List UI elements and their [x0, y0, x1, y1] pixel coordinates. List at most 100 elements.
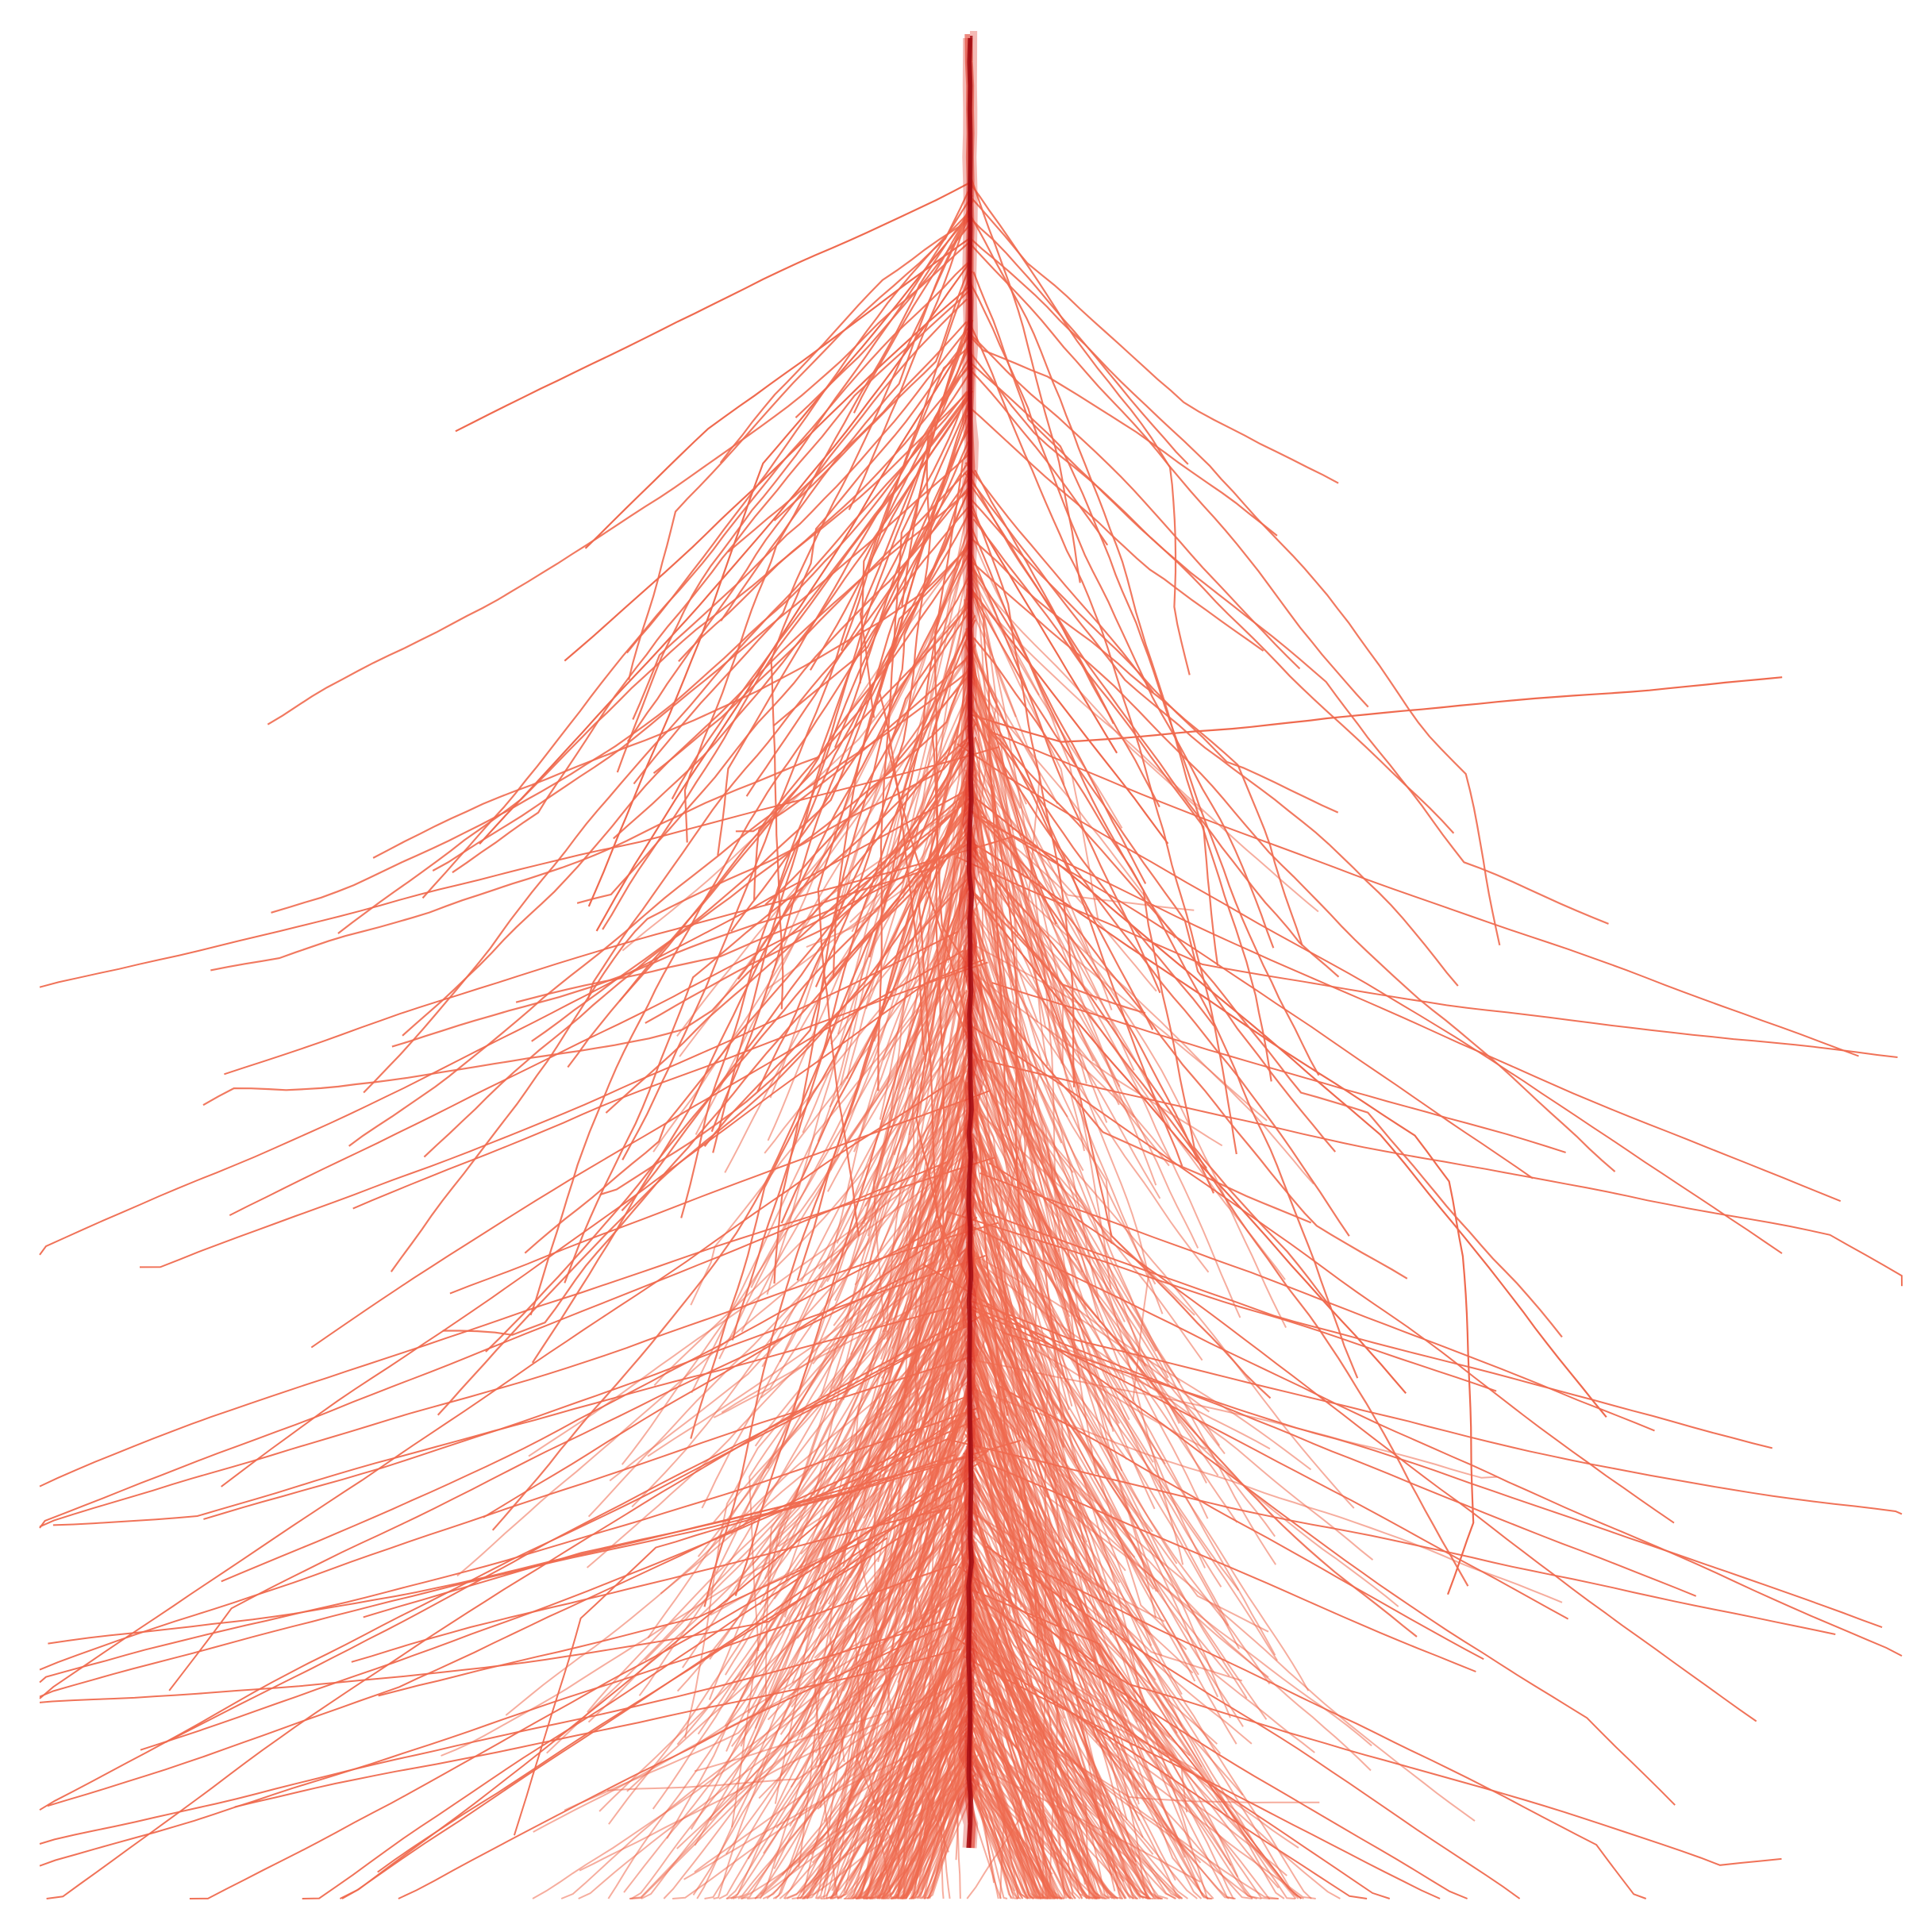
branch-trace [848, 218, 969, 510]
shower-trace [964, 975, 1057, 1280]
shower-trace [892, 1745, 975, 1899]
shower-trace [966, 1783, 1019, 1899]
shower-trace [968, 1775, 1008, 1899]
long-trace [971, 1300, 1903, 1515]
long-trace [39, 1157, 995, 1487]
branch-trace [719, 219, 969, 464]
long-trace [965, 1586, 1303, 1899]
shower-trace [974, 849, 1314, 1185]
shower-trace [972, 839, 1286, 1280]
shower-trace [921, 1782, 973, 1899]
shower-trace [800, 1368, 975, 1555]
long-trace [988, 1162, 1757, 1722]
shower-trace [779, 872, 968, 1363]
shower-trace [795, 970, 971, 1499]
branch-trace [814, 418, 972, 987]
shower-trace [920, 856, 972, 991]
branch-trace [974, 737, 1021, 1222]
shower-trace [967, 1691, 1072, 1899]
shower-trace [760, 1718, 967, 1895]
shower-trace [842, 538, 973, 722]
long-trace [969, 507, 1118, 754]
shower-trace [972, 1356, 1299, 1899]
shower-trace [968, 1709, 1115, 1899]
branch-trace [964, 471, 1459, 987]
branch-trace [529, 506, 969, 1316]
branch-trace [918, 772, 1042, 1420]
branch-trace [969, 844, 1272, 1399]
shower-trace [969, 1424, 1018, 1747]
shower-trace [718, 1520, 968, 1899]
long-trace [39, 746, 1000, 988]
branch-trace [966, 366, 1109, 546]
shower-trace [971, 1307, 1091, 1568]
shower-trace [969, 781, 1009, 1018]
long-trace [956, 743, 1783, 1254]
long-trace [513, 1454, 973, 1836]
branch-trace [879, 696, 969, 907]
shower-trace [759, 1124, 970, 1606]
shower-trace [971, 1679, 1279, 1899]
shower-trace [967, 1257, 1164, 1567]
shower-trace [870, 1243, 968, 1759]
branch-trace [969, 887, 1207, 1169]
shower-trace [772, 1491, 963, 1899]
shower-trace [966, 1664, 1262, 1899]
shower-trace [877, 1568, 976, 1899]
long-trace [957, 1565, 1782, 1866]
branch-trace [764, 668, 975, 906]
long-trace [961, 1654, 1441, 1899]
branch-trace [442, 810, 968, 1336]
long-trace [234, 1648, 961, 1808]
shower-trace [969, 1775, 1107, 1899]
shower-trace [976, 1718, 1047, 1899]
shower-trace [806, 744, 969, 949]
long-trace [979, 1172, 1655, 1432]
long-trace [351, 1507, 952, 1663]
branch-trace [717, 363, 971, 856]
shower-trace [679, 643, 977, 1057]
branch-trace [621, 751, 971, 1212]
shower-trace [972, 1214, 1248, 1699]
long-trace [967, 1304, 1697, 1597]
long-trace [587, 214, 971, 907]
long-trace [221, 959, 984, 1487]
branch-trace [720, 205, 972, 622]
shower-trace [902, 1721, 973, 1899]
long-trace [139, 930, 960, 1268]
long-trace [140, 1437, 949, 1751]
shower-trace [969, 911, 1112, 1244]
shower-trace [696, 1418, 969, 1899]
long-trace [483, 1216, 978, 1518]
branch-trace [965, 792, 1215, 1194]
shower-trace [974, 1611, 1090, 1899]
shower-trace [971, 772, 1157, 992]
shower-trace [684, 1171, 972, 1738]
long-trace [969, 793, 1607, 1418]
shower-trace [879, 1071, 972, 1360]
shower-trace [971, 1238, 1062, 1891]
branch-trace [727, 321, 968, 553]
shower-trace [902, 1588, 974, 1696]
shower-trace [771, 556, 971, 974]
branch-trace [969, 672, 1154, 1030]
shower-trace [767, 691, 972, 1141]
shower-trace [970, 1698, 1055, 1899]
branch-trace [423, 441, 969, 1158]
long-trace [479, 261, 971, 845]
shower-trace [967, 1241, 1128, 1461]
long-trace [39, 1222, 999, 1528]
branch-trace [968, 713, 1350, 1237]
long-trace [224, 835, 1015, 1076]
shower-trace [972, 1603, 1150, 1899]
shower-trace [890, 1410, 971, 1511]
branch-trace [868, 444, 972, 958]
long-trace [1001, 1331, 1883, 1629]
branch-trace [437, 819, 973, 1416]
shower-trace [970, 1510, 1253, 1745]
shower-trace [970, 1511, 1165, 1622]
long-trace [982, 1210, 1773, 1449]
shower-trace [724, 786, 973, 1173]
shower-trace [629, 1579, 974, 1899]
